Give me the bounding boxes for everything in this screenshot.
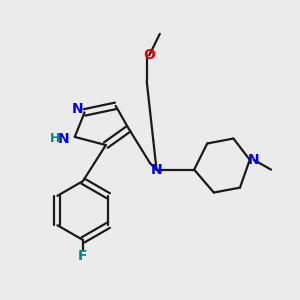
Text: F: F — [78, 249, 88, 263]
Text: H: H — [50, 132, 60, 145]
Text: N: N — [72, 102, 83, 116]
Text: N: N — [151, 163, 162, 177]
Text: N: N — [248, 153, 260, 167]
Text: N: N — [58, 131, 69, 146]
Text: O: O — [143, 48, 155, 62]
